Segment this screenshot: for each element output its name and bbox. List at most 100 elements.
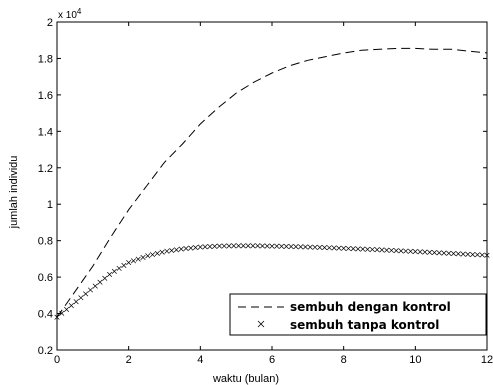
y-tick-label: 1.4 — [38, 126, 53, 138]
series-marker-1 — [298, 244, 304, 250]
series-marker-1 — [231, 243, 237, 249]
series-marker-1 — [259, 243, 265, 249]
marker-stroke — [135, 256, 141, 262]
y-exponent-label: x 104 — [58, 7, 82, 21]
series-marker-1 — [216, 243, 222, 249]
marker-stroke — [83, 291, 89, 297]
series-marker-1 — [111, 268, 117, 274]
marker-stroke — [465, 251, 471, 257]
marker-stroke — [154, 250, 160, 256]
marker-stroke — [116, 265, 122, 271]
series-marker-1 — [379, 247, 385, 253]
marker-stroke — [78, 295, 84, 301]
marker-stroke — [398, 248, 404, 254]
series-marker-1 — [68, 302, 74, 309]
series-marker-1 — [173, 247, 179, 253]
marker-stroke — [178, 246, 184, 252]
series-marker-1 — [417, 249, 423, 255]
y-tick-label: 0.4 — [38, 309, 53, 321]
series-marker-1 — [221, 243, 227, 249]
legend: sembuh dengan kontrol sembuh tanpa kontr… — [229, 293, 487, 336]
marker-stroke — [73, 299, 79, 305]
series-marker-1 — [140, 254, 146, 260]
series-marker-1 — [279, 243, 285, 249]
marker-stroke — [279, 243, 285, 249]
series-marker-1 — [431, 250, 437, 256]
series-marker-1 — [274, 243, 280, 249]
marker-stroke — [97, 279, 103, 285]
marker-stroke — [427, 249, 433, 255]
series-marker-1 — [336, 245, 342, 251]
series-marker-1 — [408, 248, 414, 254]
series-marker-1 — [97, 279, 103, 285]
marker-stroke — [307, 244, 313, 250]
y-tick-label: 1.8 — [38, 53, 53, 65]
series-marker-1 — [403, 248, 409, 254]
marker-stroke — [183, 245, 189, 252]
marker-stroke — [64, 306, 70, 312]
series-marker-1 — [245, 243, 251, 249]
marker-stroke — [412, 249, 418, 255]
marker-stroke — [231, 243, 237, 249]
marker-stroke — [331, 245, 337, 251]
y-tick-label: 1.6 — [38, 90, 53, 102]
series-marker-1 — [226, 243, 232, 249]
series-marker-1 — [197, 244, 203, 250]
series-marker-1 — [345, 245, 351, 252]
marker-stroke — [259, 243, 265, 249]
series-marker-1 — [87, 287, 93, 293]
marker-stroke — [102, 275, 108, 281]
marker-stroke — [293, 244, 299, 250]
series-marker-1 — [269, 243, 275, 249]
series-marker-1 — [236, 243, 242, 249]
y-tick-label: 2 — [47, 17, 53, 29]
marker-stroke — [173, 247, 179, 253]
series-marker-1 — [178, 246, 184, 252]
x-tick-label: 12 — [481, 354, 493, 366]
marker-stroke — [245, 243, 251, 249]
marker-stroke — [107, 271, 113, 277]
marker-stroke — [188, 245, 194, 251]
marker-stroke — [355, 246, 361, 252]
marker-stroke — [403, 248, 409, 254]
marker-stroke — [264, 243, 270, 249]
series-marker-1 — [250, 243, 256, 249]
series-marker-1 — [479, 252, 485, 258]
legend-box — [229, 293, 487, 336]
series-marker-1 — [288, 243, 294, 250]
series-marker-1 — [83, 291, 89, 297]
marker-stroke — [322, 245, 328, 251]
marker-stroke — [431, 250, 437, 256]
marker-stroke — [441, 250, 447, 256]
marker-stroke — [374, 247, 380, 253]
data-layer — [54, 47, 490, 320]
series-marker-1 — [427, 249, 433, 255]
series-marker-1 — [107, 271, 113, 277]
marker-stroke — [298, 244, 304, 250]
series-marker-1 — [388, 247, 394, 253]
axis-layer: 0 2 4 6 8 10 12 0.2 0.4 0.6 0.8 1 1.2 1.4 1.6 1.8 2 — [38, 17, 493, 366]
y-tick-label: 1 — [47, 199, 53, 211]
series-marker-1 — [126, 259, 132, 266]
marker-stroke — [193, 244, 199, 251]
series-marker-1 — [154, 250, 160, 256]
x-tick-label: 4 — [197, 354, 203, 366]
marker-stroke — [126, 259, 132, 266]
x-tick-label: 10 — [409, 354, 421, 366]
legend-label-1: sembuh dengan kontrol — [290, 300, 451, 314]
marker-stroke — [140, 254, 146, 260]
marker-stroke — [470, 251, 476, 258]
series-marker-1 — [412, 249, 418, 255]
series-marker-1 — [64, 306, 70, 312]
marker-stroke — [59, 310, 65, 316]
series-marker-1 — [116, 265, 122, 271]
series-marker-1 — [183, 245, 189, 252]
marker-stroke — [365, 246, 371, 252]
x-tick-label: 6 — [269, 354, 275, 366]
series-marker-1 — [169, 247, 175, 254]
series-marker-1 — [436, 250, 442, 256]
marker-stroke — [446, 250, 452, 256]
marker-stroke — [207, 244, 213, 250]
series-marker-1 — [360, 246, 366, 252]
